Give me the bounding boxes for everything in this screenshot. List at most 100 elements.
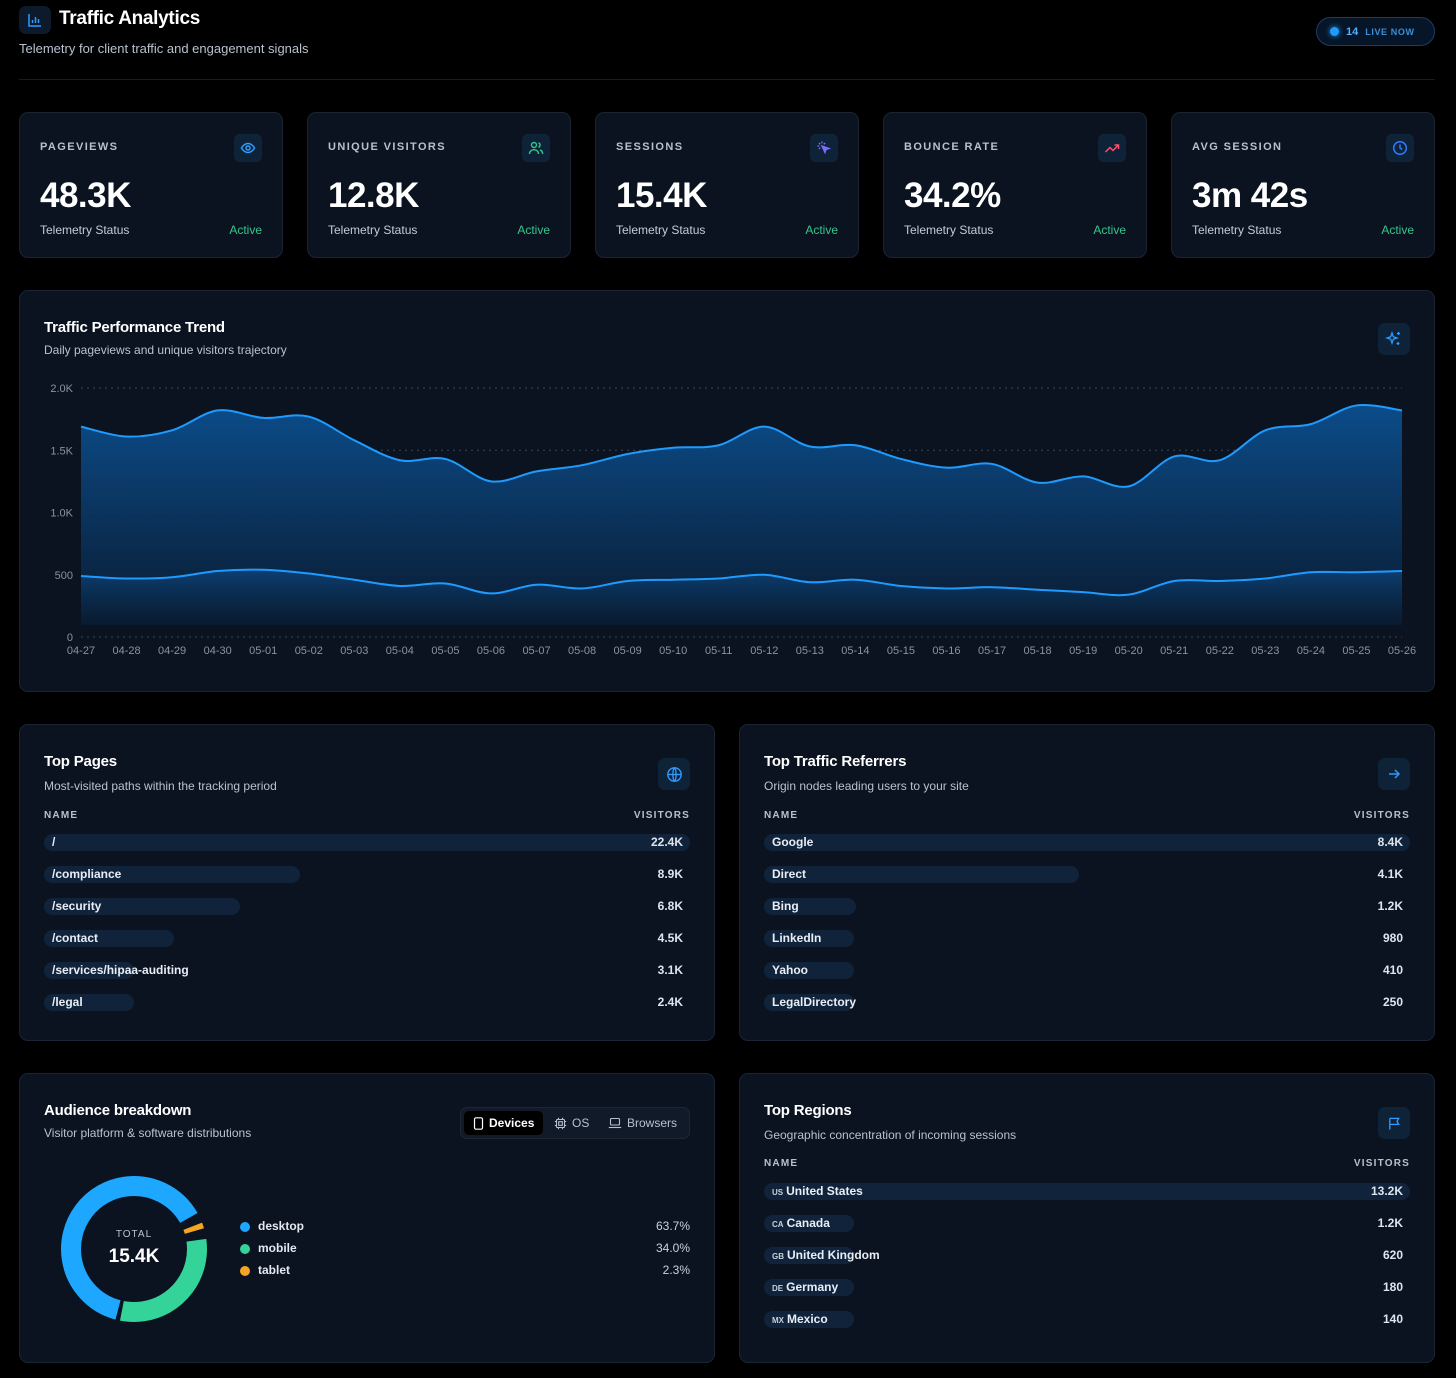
legend-item: tablet 2.3% [240, 1263, 690, 1279]
y-tick-label: 0 [67, 632, 73, 644]
visitors-series-line[interactable] [80, 568, 1403, 597]
panel-subtitle: Geographic concentration of incoming ses… [764, 1128, 1017, 1142]
list-item[interactable]: CA Canada 1.2K [764, 1213, 1410, 1235]
kpi-status: Telemetry Status [1192, 223, 1282, 237]
list-item[interactable]: LinkedIn 980 [764, 928, 1410, 950]
row-value: 8.9K [657, 867, 683, 881]
flag-icon[interactable] [1378, 1107, 1410, 1139]
x-tick-label: 05-07 [522, 645, 550, 657]
y-tick-label: 2.0K [50, 383, 73, 395]
row-value: 980 [1382, 931, 1403, 945]
list-item[interactable]: US United States 13.2K [764, 1181, 1410, 1203]
list-item[interactable]: Yahoo 410 [764, 960, 1410, 982]
list-item[interactable]: /services/hipaa-auditing 3.1K [44, 960, 690, 982]
kpi-label: PAGEVIEWS [40, 141, 119, 153]
globe-icon[interactable] [658, 758, 690, 790]
legend-name: mobile [258, 1241, 297, 1255]
x-tick-label: 05-13 [796, 645, 824, 657]
row-bar [764, 1183, 1410, 1200]
legend-pct: 2.3% [662, 1263, 690, 1277]
list-item[interactable]: DE Germany 180 [764, 1277, 1410, 1299]
legend-dot [240, 1266, 250, 1276]
row-name: /security [52, 899, 101, 913]
kpi-status: Telemetry Status [40, 223, 130, 237]
legend-pct: 34.0% [655, 1241, 690, 1255]
row-bar [44, 898, 241, 915]
panel-title: Top Pages [44, 753, 117, 770]
kpi-value: 3m 42s [1192, 176, 1308, 215]
top-regions-panel: Top Regions Geographic concentration of … [739, 1073, 1435, 1363]
row-value: 140 [1382, 1312, 1403, 1326]
row-bar [764, 962, 855, 979]
row-name: /services/hipaa-auditing [52, 963, 189, 977]
tab-os[interactable]: OS [545, 1111, 598, 1135]
list-item[interactable]: Bing 1.2K [764, 896, 1410, 918]
kpi-label: UNIQUE VISITORS [328, 141, 446, 153]
users-icon [522, 134, 550, 162]
row-name: /legal [52, 995, 83, 1009]
row-value: 1.2K [1377, 1216, 1403, 1230]
row-bar [764, 1279, 855, 1296]
row-bar [764, 834, 1410, 851]
tab-browsers[interactable]: Browsers [599, 1111, 686, 1135]
panel-subtitle: Most-visited paths within the tracking p… [44, 779, 277, 793]
tab-label: Browsers [627, 1116, 678, 1130]
x-tick-label: 05-03 [340, 645, 368, 657]
list-item[interactable]: /compliance 8.9K [44, 864, 690, 886]
list-item[interactable]: / 22.4K [44, 832, 690, 854]
kpi-value: 12.8K [328, 176, 419, 215]
live-label: LIVE NOW [1365, 26, 1415, 37]
legend-pct: 63.7% [655, 1219, 690, 1233]
kpi-label: SESSIONS [616, 141, 684, 153]
arrow-right-icon[interactable] [1378, 758, 1410, 790]
row-value: 2.4K [657, 995, 683, 1009]
row-value: 4.5K [657, 931, 683, 945]
audience-donut-chart [61, 1176, 207, 1322]
kpi-value: 34.2% [904, 176, 1001, 215]
row-name: Yahoo [772, 963, 808, 977]
kpi-status: Telemetry Status [904, 223, 994, 237]
row-label: /compliance [52, 867, 122, 881]
row-bar [44, 866, 301, 883]
list-item[interactable]: /legal 2.4K [44, 992, 690, 1014]
column-header-visitors: VISITORS [1353, 810, 1410, 821]
list-item[interactable]: Direct 4.1K [764, 864, 1410, 886]
row-bar [764, 866, 1080, 883]
x-tick-label: 05-18 [1024, 645, 1052, 657]
row-label: Yahoo [772, 963, 809, 977]
pageviews-series-line[interactable] [80, 403, 1403, 488]
sparkles-icon[interactable] [1378, 323, 1410, 355]
eye-icon [234, 134, 262, 162]
trending-up-icon [1098, 134, 1126, 162]
audience-panel: Audience breakdown Visitor platform & so… [19, 1073, 715, 1363]
x-tick-label: 05-08 [568, 645, 596, 657]
panel-subtitle: Daily pageviews and unique visitors traj… [44, 343, 287, 357]
x-tick-label: 05-25 [1342, 645, 1370, 657]
kpi-active-badge: Active [1381, 223, 1414, 237]
x-tick-label: 05-23 [1251, 645, 1279, 657]
live-now-badge[interactable]: 14 LIVE NOW [1316, 17, 1435, 46]
list-item[interactable]: Google 8.4K [764, 832, 1410, 854]
list-item[interactable]: /security 6.8K [44, 896, 690, 918]
x-tick-label: 04-28 [112, 645, 140, 657]
list-item[interactable]: /contact 4.5K [44, 928, 690, 950]
kpi-card-sessions: SESSIONS 15.4K Telemetry Status Active [595, 112, 859, 258]
list-item[interactable]: MX Mexico 140 [764, 1309, 1410, 1331]
tab-devices[interactable]: Devices [464, 1111, 544, 1135]
y-tick-label: 1.0K [50, 508, 73, 520]
column-header-name: NAME [764, 1158, 799, 1169]
page-title: Traffic Analytics [59, 8, 200, 29]
x-tick-label: 05-04 [386, 645, 414, 657]
top-referrers-panel: Top Traffic Referrers Origin nodes leadi… [739, 724, 1435, 1041]
cursor-click-icon [810, 134, 838, 162]
list-item[interactable]: LegalDirectory 250 [764, 992, 1410, 1014]
donut-segment-desktop[interactable] [61, 1176, 207, 1322]
y-tick-label: 500 [55, 570, 73, 582]
list-item[interactable]: GB United Kingdom 620 [764, 1245, 1410, 1267]
row-bar [764, 1215, 855, 1232]
x-tick-label: 05-10 [659, 645, 687, 657]
smartphone-icon [473, 1116, 484, 1130]
x-tick-label: 05-11 [705, 645, 732, 657]
panel-title: Audience breakdown [44, 1102, 192, 1119]
country-code: GB [772, 1252, 784, 1261]
